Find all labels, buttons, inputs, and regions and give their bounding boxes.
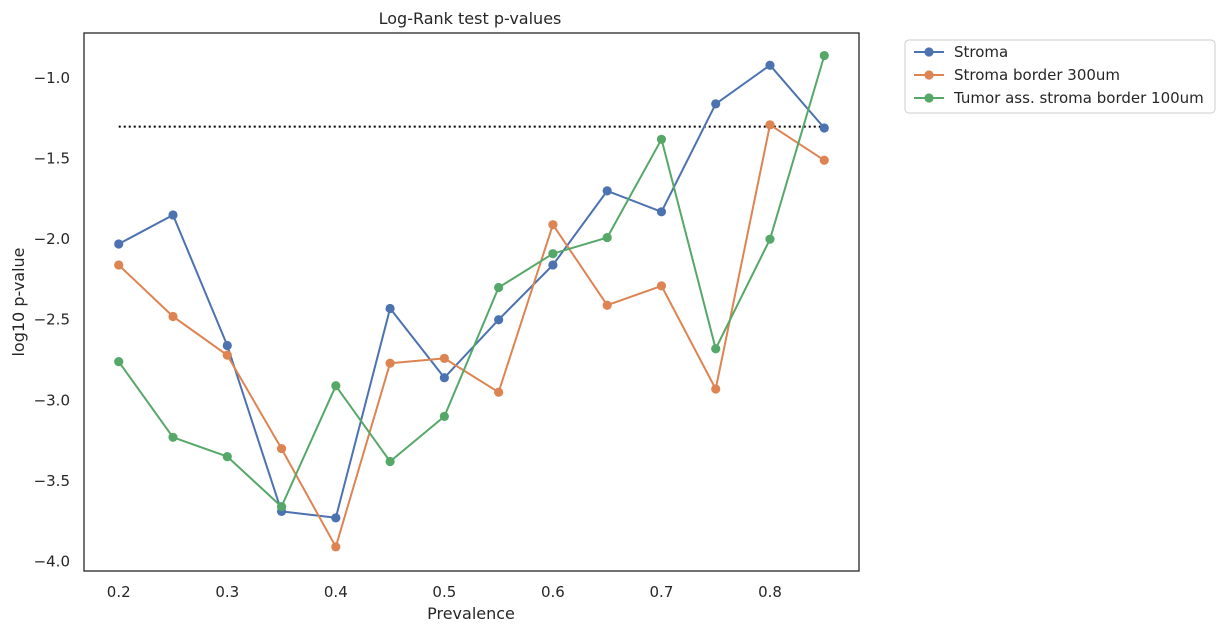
- y-tick-label: −3.0: [34, 391, 70, 409]
- data-point: [331, 513, 341, 523]
- data-point: [331, 381, 341, 391]
- legend-item: Tumor ass. stroma border 100um: [914, 89, 1204, 107]
- data-point: [168, 432, 178, 442]
- y-axis-title: log10 p-value: [9, 247, 28, 356]
- legend-label: Tumor ass. stroma border 100um: [953, 89, 1204, 107]
- data-point: [222, 452, 232, 462]
- plot-area: [114, 50, 829, 552]
- data-point: [222, 350, 232, 360]
- y-tick-label: −4.0: [34, 552, 70, 570]
- data-point: [548, 220, 558, 230]
- data-point: [765, 234, 775, 244]
- data-point: [114, 260, 124, 270]
- data-point: [711, 99, 721, 109]
- data-point: [331, 542, 341, 552]
- series-2: [114, 50, 829, 512]
- x-tick-label: 0.6: [541, 583, 565, 601]
- x-tick-label: 0.5: [432, 583, 456, 601]
- legend-item: Stroma border 300um: [914, 66, 1120, 84]
- series-line: [118, 123, 825, 548]
- data-point: [602, 186, 612, 196]
- series-0: [114, 60, 829, 523]
- data-point: [656, 134, 667, 144]
- data-point: [602, 300, 612, 310]
- legend-label: Stroma border 300um: [954, 66, 1120, 84]
- data-point: [548, 249, 558, 259]
- data-point: [385, 303, 395, 314]
- legend-frame: [904, 39, 1216, 114]
- y-tick-label: −1.5: [34, 150, 70, 168]
- data-point: [168, 311, 178, 322]
- y-tick-label: −3.5: [34, 472, 70, 490]
- data-point: [439, 353, 449, 363]
- legend-marker: [924, 93, 934, 103]
- legend-label: Stroma: [954, 43, 1008, 61]
- data-point: [439, 373, 449, 383]
- x-axis: 0.2 0.3 0.4 0.5 0.6 0.7 0.8: [107, 583, 782, 601]
- legend-item: Stroma: [914, 43, 1008, 61]
- legend-marker: [924, 47, 934, 57]
- data-point: [656, 281, 667, 291]
- series-line: [118, 64, 826, 519]
- data-point: [276, 443, 287, 454]
- data-point: [494, 387, 504, 397]
- data-point: [819, 123, 829, 133]
- data-point: [819, 50, 829, 61]
- data-point: [439, 411, 449, 421]
- y-axis: −1.0 −1.5 −2.0 −2.5 −3.0 −3.5 −4.0: [34, 69, 70, 570]
- data-point: [548, 260, 558, 270]
- x-tick-label: 0.7: [650, 583, 674, 601]
- series-line: [117, 55, 826, 508]
- x-tick-label: 0.3: [215, 583, 239, 601]
- x-axis-title: Prevalence: [427, 604, 515, 623]
- legend-marker: [924, 70, 934, 80]
- y-tick-label: −1.0: [34, 69, 70, 87]
- data-point: [276, 501, 287, 512]
- data-point: [385, 358, 395, 368]
- data-point: [114, 239, 124, 249]
- data-point: [819, 155, 829, 165]
- series-1: [114, 120, 829, 552]
- data-point: [494, 315, 504, 325]
- data-point: [602, 232, 612, 243]
- data-point: [765, 60, 775, 70]
- x-tick-label: 0.8: [758, 583, 782, 601]
- data-point: [114, 356, 124, 367]
- x-tick-label: 0.4: [324, 583, 348, 601]
- data-point: [494, 282, 504, 293]
- x-tick-label: 0.2: [107, 583, 131, 601]
- data-point: [711, 384, 721, 394]
- data-point: [656, 207, 667, 217]
- data-point: [222, 340, 232, 351]
- data-point: [168, 210, 178, 220]
- legend: Stroma Stroma border 300um Tumor ass. stro…: [904, 39, 1216, 114]
- chart-title: Log-Rank test p-values: [379, 9, 562, 28]
- plot-frame: [83, 32, 860, 572]
- data-point: [385, 456, 395, 467]
- data-point: [765, 120, 775, 130]
- y-tick-label: −2.0: [34, 230, 70, 248]
- y-tick-label: −2.5: [34, 311, 70, 329]
- data-point: [711, 344, 721, 354]
